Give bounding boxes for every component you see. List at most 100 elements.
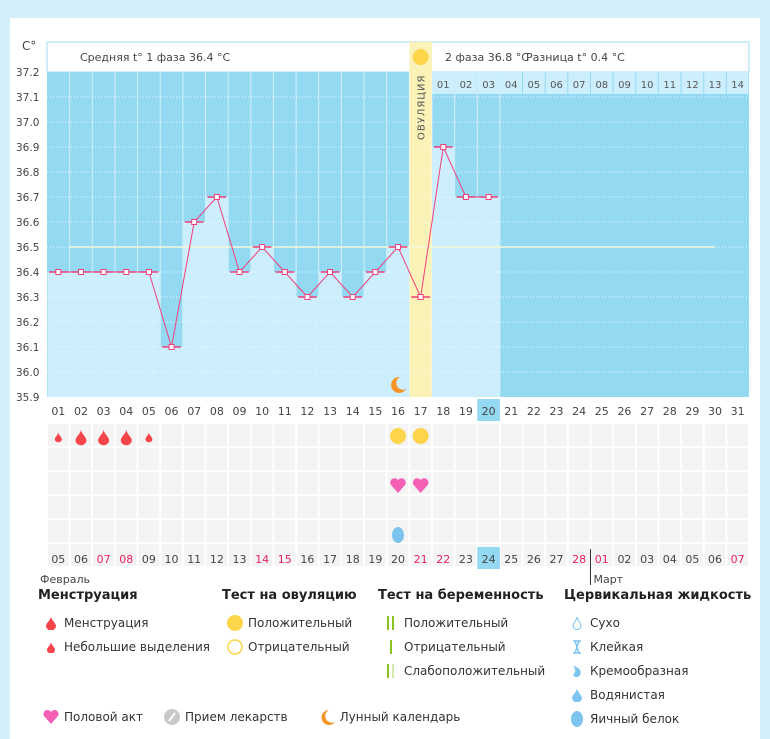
marker-cell	[546, 448, 567, 470]
phase2-day-cell	[545, 72, 568, 94]
cycle-day-label: 18	[436, 405, 450, 418]
cycle-day-label: 14	[346, 405, 360, 418]
calendar-date-label: 06	[708, 553, 722, 566]
marker-cell	[727, 424, 748, 446]
phase2-day-cell	[726, 72, 749, 94]
marker-cell	[274, 496, 296, 518]
legend-menstruation: Менструация Менструация Небольшие выделе…	[38, 588, 210, 659]
marker-cell	[478, 520, 499, 542]
egg-white-icon	[564, 711, 590, 727]
marker-cell	[70, 544, 92, 566]
marker-cell	[636, 544, 658, 566]
marker-cell	[478, 424, 499, 446]
marker-cell	[70, 448, 92, 470]
marker-cell	[342, 472, 364, 494]
marker-cell	[727, 448, 748, 470]
marker-cell	[115, 448, 137, 470]
marker-cell	[523, 544, 545, 566]
temperature-chart: Средняя t° 1 фаза 36.4 °C 2 фаза 36.8 °CР…	[16, 39, 750, 586]
cycle-day-label: 12	[300, 405, 314, 418]
phase2-day-cell	[681, 72, 704, 94]
marker-cell	[727, 520, 748, 542]
temperature-difference: Разница t° 0.4 °C	[526, 51, 625, 64]
legend-title: Менструация	[38, 588, 138, 603]
marker-cell	[682, 544, 703, 566]
y-tick-label: 36.6	[16, 217, 40, 229]
marker-cell	[636, 472, 658, 494]
marker-cell	[636, 448, 658, 470]
phase2-day-label: 05	[528, 80, 541, 91]
marker-cell	[251, 472, 273, 494]
marker-cell	[115, 472, 137, 494]
marker-cell	[591, 424, 613, 446]
heart-icon	[412, 478, 429, 493]
marker-cell	[523, 424, 545, 446]
marker-cell	[206, 520, 228, 542]
phase2-day-cell	[704, 72, 726, 94]
marker-cell	[48, 520, 69, 542]
temperature-point	[55, 269, 62, 275]
cycle-day-label: 04	[119, 405, 133, 418]
marker-cell	[432, 496, 454, 518]
temperature-point	[485, 194, 492, 200]
marker-cell	[636, 520, 658, 542]
marker-cell	[546, 520, 567, 542]
y-tick-label: 36.2	[16, 317, 39, 329]
marker-cell	[274, 520, 296, 542]
calendar-date-label: 12	[210, 553, 224, 566]
marker-cell	[365, 472, 386, 494]
circle-outline-icon	[222, 639, 248, 655]
cycle-day-label: 31	[731, 405, 745, 418]
legend-pregnancy-test: Тест на беременность Положительный Отриц…	[378, 588, 545, 683]
temperature-bar	[70, 272, 92, 397]
temperature-bar	[138, 272, 160, 397]
y-tick-label: 35.9	[16, 392, 39, 404]
calendar-date-label: 14	[255, 553, 269, 566]
marker-cell	[183, 520, 205, 542]
legend-item: Отрицательный	[248, 640, 350, 654]
marker-cell	[93, 472, 114, 494]
phase2-day-cell	[477, 72, 500, 94]
cycle-day-label: 09	[232, 405, 246, 418]
temperature-point	[191, 219, 198, 225]
marker-cell	[183, 472, 205, 494]
cycle-day-label: 01	[51, 405, 65, 418]
marker-cell	[229, 496, 250, 518]
marker-cell	[410, 448, 431, 470]
temperature-bar	[160, 347, 183, 397]
legend-title: Тест на беременность	[378, 588, 544, 603]
marker-cell	[48, 472, 69, 494]
marker-cell	[478, 448, 499, 470]
y-tick-label: 36.5	[16, 242, 39, 254]
marker-cell	[432, 544, 454, 566]
cycle-day-label: 23	[550, 405, 564, 418]
marker-cell	[319, 472, 341, 494]
temperature-point	[259, 244, 266, 250]
marker-cell	[274, 472, 296, 494]
temperature-bar	[364, 272, 387, 397]
menstruation-drop-icon	[98, 429, 110, 446]
y-tick-label: 37.2	[16, 67, 39, 79]
marker-cell	[297, 520, 318, 542]
marker-cell	[455, 424, 477, 446]
legend-item: Лунный календарь	[339, 710, 461, 724]
marker-cell	[500, 424, 522, 446]
temperature-point	[462, 194, 469, 200]
marker-cell	[591, 544, 613, 566]
marker-cell	[342, 520, 364, 542]
marker-cell	[659, 520, 681, 542]
marker-cell	[206, 496, 228, 518]
calendar-date-label: 09	[142, 553, 156, 566]
marker-cell	[704, 424, 726, 446]
ovulation-test-positive-icon	[390, 428, 406, 444]
marker-cell	[70, 520, 92, 542]
temperature-bar	[115, 272, 138, 397]
temperature-bar	[228, 272, 251, 397]
cycle-day-label: 22	[527, 405, 541, 418]
marker-cell	[342, 448, 364, 470]
today-date-highlight	[477, 547, 500, 569]
marker-cell	[274, 448, 296, 470]
cycle-day-label: 10	[255, 405, 269, 418]
marker-cell	[591, 520, 613, 542]
y-tick-label: 36.1	[16, 342, 39, 354]
